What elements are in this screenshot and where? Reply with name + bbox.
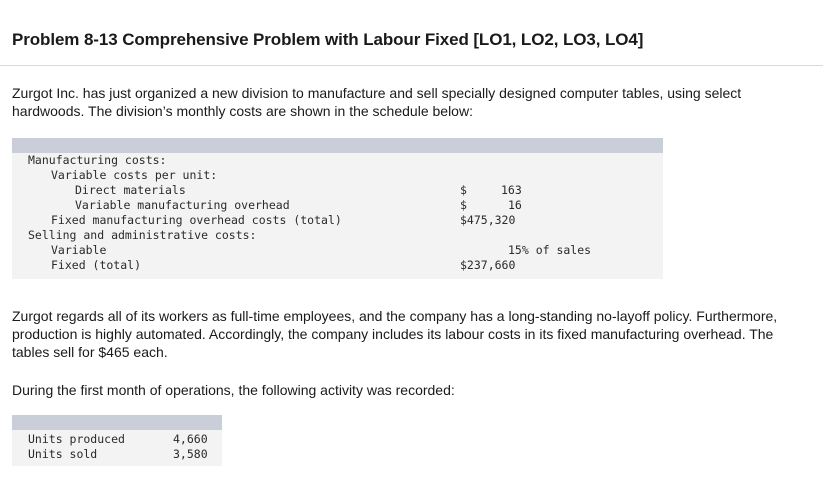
cost-table-header [12,138,663,153]
cost-table: Manufacturing costs: Variable costs per … [12,153,663,279]
intro-paragraph: Zurgot Inc. has just organized a new div… [12,85,742,119]
row-value: 16 [508,198,522,212]
row-label: Fixed manufacturing overhead costs (tota… [51,213,342,227]
row-value: $475,320 [460,213,516,227]
row-label: Direct materials [75,183,186,197]
row-label: Manufacturing costs: [28,153,167,167]
activity-table: Units produced 4,660 Units sold 3,580 [12,430,222,466]
row-label: Variable [51,243,107,257]
row-label: Units sold [28,447,98,461]
row-value: 3,580 [173,447,208,461]
row-label: Fixed (total) [51,258,142,272]
policy-paragraph: Zurgot regards all of its workers as ful… [12,308,778,360]
row-value: 4,660 [173,432,208,446]
row-value: 15% of sales [508,243,592,257]
row-label: Selling and administrative costs: [28,228,257,242]
row-label: Units produced [28,432,125,446]
dollar-sign: $ [460,198,467,212]
dollar-sign: $ [460,183,467,197]
page-title: Problem 8-13 Comprehensive Problem with … [12,30,644,49]
activity-intro: During the first month of operations, th… [12,382,455,398]
activity-table-header [12,415,222,430]
row-value: 163 [501,183,522,197]
row-label: Variable costs per unit: [51,168,218,182]
row-value: $237,660 [460,258,516,272]
divider [0,65,823,66]
row-label: Variable manufacturing overhead [75,198,290,212]
